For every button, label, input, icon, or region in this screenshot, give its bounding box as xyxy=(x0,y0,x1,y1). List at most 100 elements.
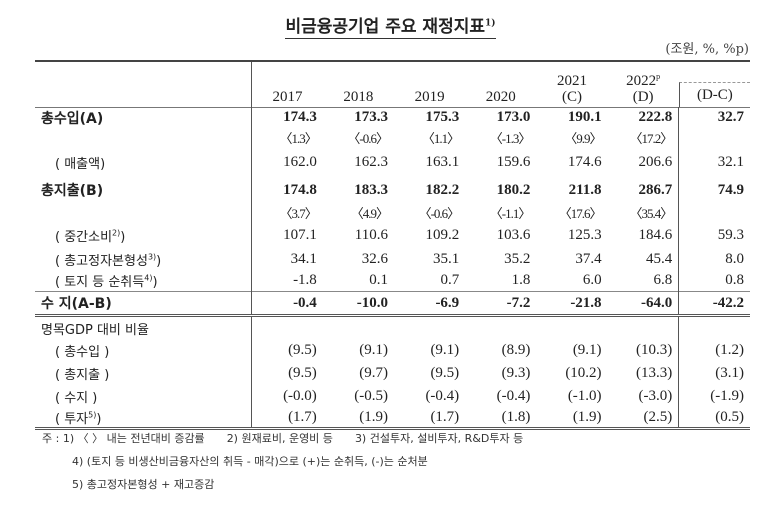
diff-cell: 32.1 xyxy=(678,146,750,179)
value-cell: 〈-1.3〉 xyxy=(489,130,532,146)
value-cell: (-0.4) xyxy=(496,387,531,404)
row-label: 총수입(A) xyxy=(35,107,253,128)
page-title: 비금융공기업 주요 재정지표1) xyxy=(285,17,496,39)
row-label: ( 중간소비2)) xyxy=(35,222,253,249)
value-cell: 35.2 xyxy=(504,251,531,267)
value-cell: 162.3 xyxy=(354,154,388,170)
value-cell: 〈-0.6〉 xyxy=(418,205,461,221)
value-cell: (1.9) xyxy=(536,407,608,430)
value-cell: (9.5) xyxy=(288,342,317,358)
table-row: ( 중간소비2)) 107.1 110.6 109.2 103.6 125.3 184.6 5… xyxy=(35,222,750,249)
value-cell: (8.9) xyxy=(501,342,531,358)
row-label: ( 투자5)) xyxy=(35,407,253,430)
table-row: ( 토지 등 순취득4)) -1.8 0.1 0.7 1.8 6.0 6.8 0.8 xyxy=(35,270,750,292)
table-row: 총수입(A) 174.3 173.3 175.3 173.0 190.1 222.8 32.7 xyxy=(35,107,750,128)
value-cell: -0.4 xyxy=(251,291,323,317)
value-cell: 175.3 xyxy=(425,109,460,125)
value-cell: (-0.5) xyxy=(354,387,388,404)
value-cell xyxy=(465,316,536,340)
value-cell: (-0.0) xyxy=(283,387,317,404)
value-cell: 173.0 xyxy=(496,109,531,125)
value-cell: (2.5) xyxy=(607,407,679,430)
value-cell: (9.5) xyxy=(288,364,317,381)
value-cell: 32.6 xyxy=(361,251,388,267)
value-cell: 〈17.6〉 xyxy=(558,205,603,221)
column-header: 2017 xyxy=(251,60,323,107)
value-cell: 163.1 xyxy=(425,154,460,170)
row-label: ( 수지 ) xyxy=(35,384,253,408)
value-cell: 34.1 xyxy=(290,251,317,267)
value-cell: (9.3) xyxy=(501,364,531,381)
table-row: ( 투자5)) (1.7) (1.9) (1.7) (1.8) (1.9) (2.5) (0.… xyxy=(35,407,750,430)
value-cell xyxy=(536,316,607,340)
value-cell: (-1.0) xyxy=(567,387,602,404)
value-cell: (9.1) xyxy=(572,342,602,358)
diff-cell xyxy=(678,201,750,223)
value-cell: 103.6 xyxy=(496,227,531,243)
header-label-cell xyxy=(35,60,253,107)
value-cell: 〈3.7〉 xyxy=(279,205,318,221)
value-cell: 〈1.3〉 xyxy=(279,130,318,146)
value-cell: 206.6 xyxy=(638,154,673,170)
value-cell: 174.8 xyxy=(283,181,317,198)
row-label: ( 총수입 ) xyxy=(35,339,253,362)
row-label: ( 총고정자본형성3)) xyxy=(35,248,253,271)
value-cell: -1.8 xyxy=(293,272,317,289)
value-cell: 182.2 xyxy=(425,181,460,198)
table-row: ( 총지출 ) (9.5) (9.7) (9.5) (9.3) (10.2) (13.3) (… xyxy=(35,361,750,385)
diff-cell: (3.1) xyxy=(678,361,750,385)
value-cell: 211.8 xyxy=(568,181,602,198)
value-cell: 6.8 xyxy=(653,272,673,289)
value-cell: (1.8) xyxy=(465,407,537,430)
diff-cell: 32.7 xyxy=(678,107,750,128)
value-cell: 162.0 xyxy=(283,154,317,170)
value-cell: (-0.4) xyxy=(425,387,460,404)
value-cell: 6.0 xyxy=(582,272,602,289)
value-cell: 190.1 xyxy=(567,109,602,125)
value-cell xyxy=(394,316,465,340)
diff-cell: 59.3 xyxy=(678,222,750,249)
value-cell: -7.2 xyxy=(465,291,537,317)
value-cell: 37.4 xyxy=(575,251,602,267)
value-cell: 〈4.9〉 xyxy=(350,205,389,221)
value-cell: (1.7) xyxy=(251,407,323,430)
value-cell: 286.7 xyxy=(638,181,673,198)
diff-cell: 0.8 xyxy=(678,270,750,292)
value-cell: 109.2 xyxy=(425,227,460,243)
value-cell: 35.1 xyxy=(432,251,460,267)
unit-label: (조원, %, %p) xyxy=(665,42,749,57)
row-label: 수 지(A-B) xyxy=(35,291,253,317)
table-row: 수 지(A-B) -0.4 -10.0 -6.9 -7.2 -21.8 -64.0 -42.2 xyxy=(35,291,750,317)
value-cell: 〈35.4〉 xyxy=(629,205,673,221)
value-cell: 〈17.2〉 xyxy=(629,130,673,146)
value-cell: 159.6 xyxy=(496,154,531,170)
value-cell: 〈-0.6〉 xyxy=(347,130,389,146)
diff-cell: (-1.9) xyxy=(678,384,750,408)
value-cell: 125.3 xyxy=(567,227,602,243)
value-cell: 1.8 xyxy=(511,272,531,289)
table-row: ( 총수입 ) (9.5) (9.1) (9.1) (8.9) (9.1) (10.3) (1… xyxy=(35,339,750,362)
diff-cell: 8.0 xyxy=(678,248,750,271)
table-row: 〈3.7〉 〈4.9〉 〈-0.6〉 〈-1.1〉 〈17.6〉 〈35.4〉 xyxy=(35,201,750,223)
row-label: 총지출(B) xyxy=(35,178,253,202)
footnotes: 주 : 1) 〈 〉 내는 전년대비 증감률 2) 원재료비, 운영비 등 3) 건… xyxy=(42,432,524,491)
value-cell: -21.8 xyxy=(536,291,608,317)
diff-header: (D-C) xyxy=(678,60,750,107)
value-cell: 〈-1.1〉 xyxy=(489,205,532,221)
value-cell: 174.3 xyxy=(283,109,317,125)
table-row: ( 총고정자본형성3)) 34.1 32.6 35.1 35.2 37.4 45.4 8.0 xyxy=(35,248,750,271)
value-cell: (9.5) xyxy=(430,364,460,381)
value-cell: -64.0 xyxy=(607,291,679,317)
value-cell: -6.9 xyxy=(394,291,466,317)
row-label: ( 토지 등 순취득4)) xyxy=(35,270,253,292)
table-row: 〈1.3〉 〈-0.6〉 〈1.1〉 〈-1.3〉 〈9.9〉 〈17.2〉 xyxy=(35,127,750,147)
column-header: 2020 xyxy=(465,60,537,107)
table-row: ( 수지 ) (-0.0) (-0.5) (-0.4) (-0.4) (-1.0) (-3.… xyxy=(35,384,750,408)
value-cell: 〈1.1〉 xyxy=(421,130,460,146)
diff-cell xyxy=(678,127,750,147)
header-row: 2017 2018 2019 2020 2021 (C) 2022p (D) (D-C) xyxy=(35,60,750,107)
column-header: 2018 xyxy=(322,60,394,107)
value-cell: (1.7) xyxy=(394,407,466,430)
value-cell: (9.1) xyxy=(359,342,388,358)
row-label: 명목GDP 대비 비율 xyxy=(35,315,253,340)
